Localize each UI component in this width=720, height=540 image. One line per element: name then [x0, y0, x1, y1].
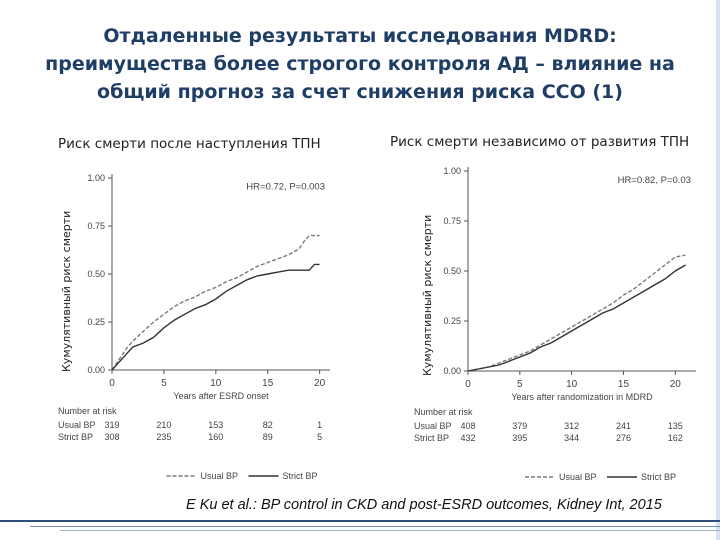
- left-ytick-label: 0.25: [87, 317, 105, 327]
- left-risk-value: 319: [104, 420, 119, 430]
- left-ytick-label: 1.00: [87, 173, 105, 183]
- left-risk-value: 210: [156, 420, 171, 430]
- slide-title: Отдаленные результаты исследования MDRD:…: [20, 22, 700, 106]
- left-ytick-label: 0.00: [87, 365, 105, 375]
- right-xtick-label: 0: [465, 379, 471, 390]
- left-ytick-label: 0.75: [87, 221, 105, 231]
- left-hr-annotation: HR=0.72, P=0.003: [246, 182, 325, 193]
- left-risk-row-label: Usual BP: [58, 420, 96, 430]
- right-risk-value: 241: [616, 421, 631, 431]
- right-ytick-label: 0.75: [443, 216, 461, 226]
- right-risk-value: 276: [616, 433, 631, 443]
- right-risk-value: 135: [668, 421, 683, 431]
- left-series-usual-bp: [111, 234, 320, 371]
- left-xtick-label: 5: [161, 378, 167, 389]
- right-risk-value: 408: [460, 421, 475, 431]
- right-risk-row-label: Strict BP: [414, 433, 449, 443]
- left-legend-strict-label: Strict BP: [283, 471, 318, 481]
- left-risk-value: 5: [317, 432, 322, 442]
- left-risk-value: 1: [317, 420, 322, 430]
- left-risk-value: 235: [156, 432, 171, 442]
- right-series-usual-bp: [467, 254, 686, 372]
- right-risk-value: 395: [512, 433, 527, 443]
- left-risk-value: 89: [263, 432, 273, 442]
- left-risk-value: 160: [208, 432, 223, 442]
- right-ytick-label: 0.50: [443, 266, 461, 276]
- right-series-strict-bp: [467, 264, 686, 372]
- right-risk-value: 312: [564, 421, 579, 431]
- right-xtick-label: 10: [566, 379, 578, 390]
- right-xtick-label: 15: [618, 379, 630, 390]
- right-risk-value: 432: [460, 433, 475, 443]
- left-risk-value: 82: [263, 420, 273, 430]
- left-legend-usual-label: Usual BP: [201, 471, 239, 481]
- left-risk-value: 308: [104, 432, 119, 442]
- right-ytick-label: 0.00: [443, 366, 461, 376]
- title-line-1: Отдаленные результаты исследования MDRD:: [103, 25, 617, 47]
- citation: E Ku et al.: BP control in CKD and post-…: [186, 497, 662, 513]
- right-ytick-label: 1.00: [443, 166, 461, 176]
- right-chart-title: Риск смерти независимо от развития ТПН: [390, 134, 690, 150]
- right-xtick-label: 5: [517, 379, 523, 390]
- left-xtick-label: 10: [210, 378, 222, 389]
- right-risk-value: 162: [668, 433, 683, 443]
- citation-box: [180, 492, 710, 516]
- footer-line-3: [60, 530, 720, 531]
- left-xtick-label: 0: [109, 378, 115, 389]
- right-km-chart: 0.00 0.25 0.50 0.75 1.00 0 5 10 15 20 Years after …: [414, 166, 696, 482]
- right-x-axis-label: Years after randomization in MDRD: [511, 392, 653, 402]
- left-xtick-label: 20: [314, 378, 326, 389]
- left-x-axis-label: Years after ESRD onset: [173, 391, 269, 401]
- right-xtick-label: 20: [670, 379, 682, 390]
- right-legend-strict-label: Strict BP: [641, 472, 676, 482]
- left-ytick-label: 0.50: [87, 269, 105, 279]
- left-xtick-label: 15: [262, 378, 274, 389]
- right-risk-value: 379: [512, 421, 527, 431]
- left-series-strict-bp: [111, 263, 320, 371]
- title-line-2: преимущества более строгого контроля АД …: [45, 53, 675, 75]
- right-risk-value: 344: [564, 433, 579, 443]
- footer-line-1: [0, 520, 720, 522]
- right-risk-row-label: Usual BP: [414, 421, 452, 431]
- title-line-3: общий прогноз за счет снижения риска ССО…: [97, 81, 623, 103]
- right-hr-annotation: HR=0.82, P=0.03: [618, 175, 691, 186]
- left-risk-row-label: Strict BP: [58, 432, 93, 442]
- left-risk-header: Number at risk: [58, 406, 117, 416]
- left-risk-value: 153: [208, 420, 223, 430]
- right-ytick-label: 0.25: [443, 316, 461, 326]
- left-chart-title: Риск смерти после наступления ТПН: [58, 136, 321, 152]
- right-legend-usual-label: Usual BP: [559, 472, 597, 482]
- right-risk-header: Number at risk: [414, 407, 473, 417]
- slide-right-edge: [716, 0, 720, 540]
- footer-line-2: [30, 526, 720, 527]
